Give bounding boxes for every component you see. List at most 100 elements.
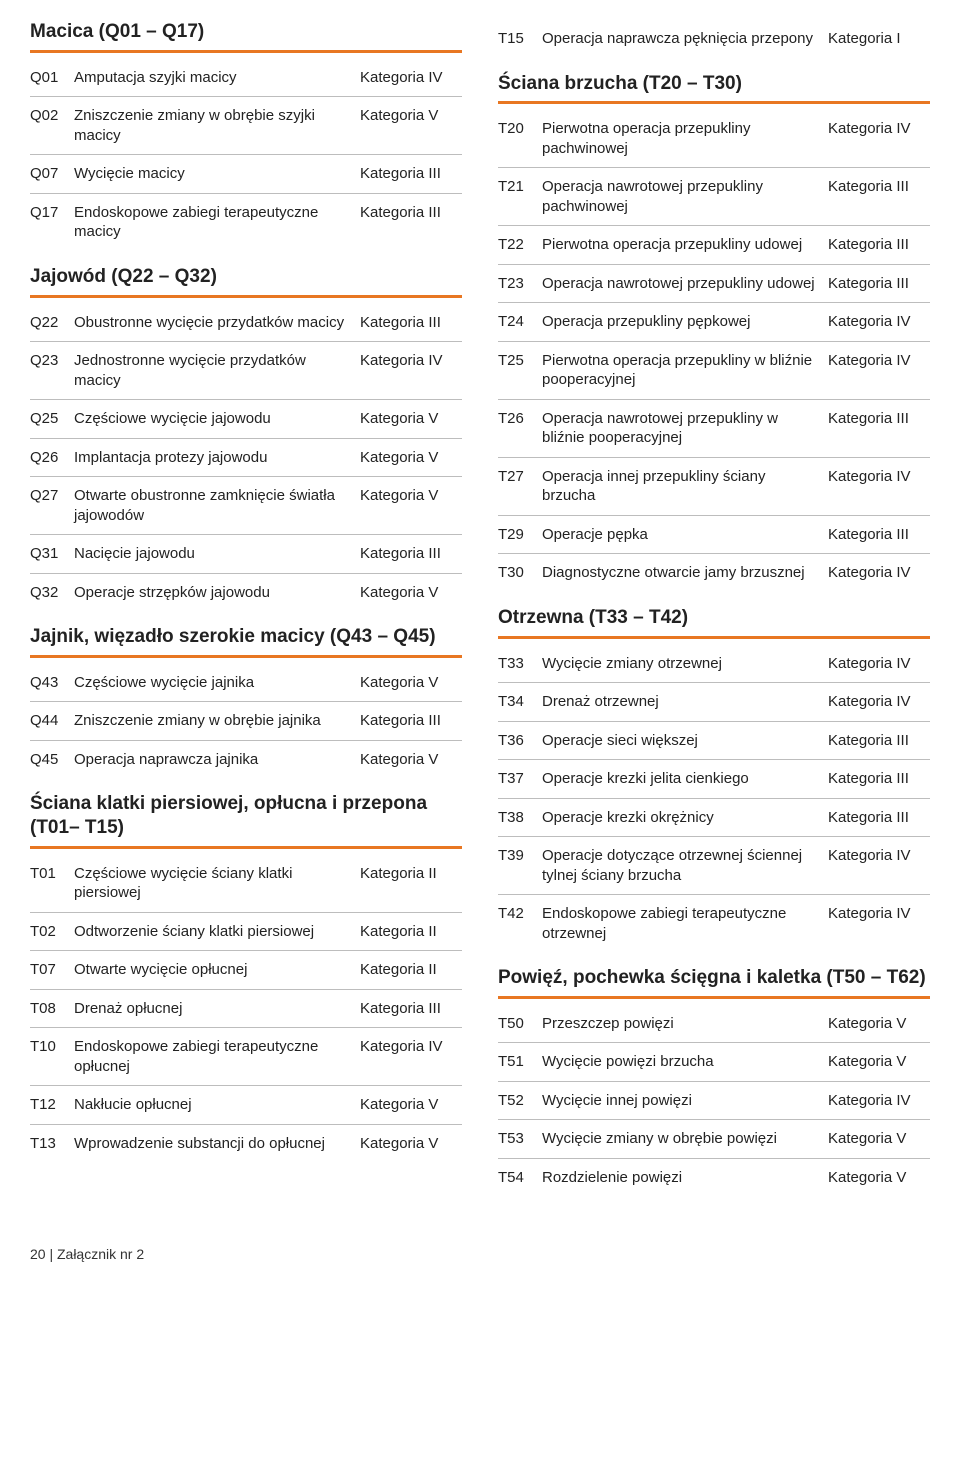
section-heading: Jajnik, więzadło szerokie macicy (Q43 – …	[30, 625, 462, 649]
procedure-description: Obustronne wycięcie przydatków macicy	[74, 313, 360, 333]
table-row: T12Nakłucie opłucnejKategoria V	[30, 1086, 462, 1125]
section-divider	[30, 50, 462, 53]
procedure-description: Operacja nawrotowej przepukliny w bliźni…	[542, 409, 828, 448]
procedure-description: Amputacja szyjki macicy	[74, 68, 360, 88]
procedure-description: Otwarte wycięcie opłucnej	[74, 960, 360, 980]
procedure-category: Kategoria IV	[828, 312, 930, 332]
section-divider	[30, 655, 462, 658]
procedure-code: T01	[30, 864, 74, 884]
procedure-category: Kategoria IV	[828, 119, 930, 139]
table-row: Q25Częściowe wycięcie jajowoduKategoria …	[30, 400, 462, 439]
table-row: Q31Nacięcie jajowoduKategoria III	[30, 535, 462, 574]
procedure-description: Odtworzenie ściany klatki piersiowej	[74, 922, 360, 942]
procedure-code: T29	[498, 525, 542, 545]
procedure-code: T37	[498, 769, 542, 789]
procedure-code: T24	[498, 312, 542, 332]
table-row: Q44Zniszczenie zmiany w obrębie jajnikaK…	[30, 702, 462, 741]
table-row: T22Pierwotna operacja przepukliny udowej…	[498, 226, 930, 265]
procedure-category: Kategoria V	[360, 409, 462, 429]
procedure-description: Pierwotna operacja przepukliny pachwinow…	[542, 119, 828, 158]
procedure-category: Kategoria III	[360, 164, 462, 184]
procedure-category: Kategoria III	[360, 711, 462, 731]
procedure-category: Kategoria III	[828, 177, 930, 197]
procedure-category: Kategoria III	[828, 274, 930, 294]
table-row: Q45Operacja naprawcza jajnikaKategoria V	[30, 741, 462, 779]
two-column-layout: Macica (Q01 – Q17) Q01Amputacja szyjki ma…	[30, 20, 930, 1196]
table-row: Q43Częściowe wycięcie jajnikaKategoria V	[30, 664, 462, 703]
table-row: T53Wycięcie zmiany w obrębie powięziKate…	[498, 1120, 930, 1159]
procedure-description: Częściowe wycięcie jajnika	[74, 673, 360, 693]
table-row: Q27Otwarte obustronne zamknięcie światła…	[30, 477, 462, 535]
section-table: T15Operacja naprawcza pęknięcia przepony…	[498, 20, 930, 58]
procedure-description: Operacje krezki okrężnicy	[542, 808, 828, 828]
procedure-category: Kategoria IV	[828, 467, 930, 487]
procedure-code: T42	[498, 904, 542, 924]
section-heading: Otrzewna (T33 – T42)	[498, 606, 930, 630]
procedure-category: Kategoria III	[828, 235, 930, 255]
procedure-code: T39	[498, 846, 542, 866]
procedure-description: Operacje pępka	[542, 525, 828, 545]
procedure-category: Kategoria IV	[828, 846, 930, 866]
right-column: T15Operacja naprawcza pęknięcia przepony…	[498, 20, 930, 1196]
procedure-code: Q32	[30, 583, 74, 603]
procedure-description: Pierwotna operacja przepukliny w bliźnie…	[542, 351, 828, 390]
procedure-category: Kategoria III	[360, 313, 462, 333]
table-row: T54Rozdzielenie powięziKategoria V	[498, 1159, 930, 1197]
table-row: T20Pierwotna operacja przepukliny pachwi…	[498, 110, 930, 168]
table-row: T01Częściowe wycięcie ściany klatki pier…	[30, 855, 462, 913]
procedure-code: Q17	[30, 203, 74, 223]
section-heading: Macica (Q01 – Q17)	[30, 20, 462, 44]
table-row: T39Operacje dotyczące otrzewnej ściennej…	[498, 837, 930, 895]
procedure-description: Przeszczep powięzi	[542, 1014, 828, 1034]
procedure-code: T54	[498, 1168, 542, 1188]
table-row: T24Operacja przepukliny pępkowejKategori…	[498, 303, 930, 342]
procedure-description: Operacja nawrotowej przepukliny pachwino…	[542, 177, 828, 216]
procedure-code: T13	[30, 1134, 74, 1154]
procedure-category: Kategoria V	[360, 486, 462, 506]
procedure-description: Otwarte obustronne zamknięcie światła ja…	[74, 486, 360, 525]
procedure-category: Kategoria V	[360, 583, 462, 603]
procedure-code: T22	[498, 235, 542, 255]
table-row: Q01Amputacja szyjki macicyKategoria IV	[30, 59, 462, 98]
procedure-code: Q07	[30, 164, 74, 184]
section-table: T20Pierwotna operacja przepukliny pachwi…	[498, 110, 930, 592]
table-row: T26Operacja nawrotowej przepukliny w bli…	[498, 400, 930, 458]
left-column: Macica (Q01 – Q17) Q01Amputacja szyjki ma…	[30, 20, 462, 1196]
procedure-description: Pierwotna operacja przepukliny udowej	[542, 235, 828, 255]
table-row: Q07Wycięcie macicyKategoria III	[30, 155, 462, 194]
procedure-code: Q31	[30, 544, 74, 564]
table-row: T42Endoskopowe zabiegi terapeutyczne otr…	[498, 895, 930, 952]
procedure-code: Q43	[30, 673, 74, 693]
table-row: T23Operacja nawrotowej przepukliny udowe…	[498, 265, 930, 304]
table-row: Q26Implantacja protezy jajowoduKategoria…	[30, 439, 462, 478]
table-row: T15Operacja naprawcza pęknięcia przepony…	[498, 20, 930, 58]
procedure-description: Endoskopowe zabiegi terapeutyczne macicy	[74, 203, 360, 242]
procedure-code: Q44	[30, 711, 74, 731]
section-table: Q43Częściowe wycięcie jajnikaKategoria V…	[30, 664, 462, 779]
procedure-category: Kategoria III	[828, 525, 930, 545]
procedure-description: Rozdzielenie powięzi	[542, 1168, 828, 1188]
procedure-description: Operacja nawrotowej przepukliny udowej	[542, 274, 828, 294]
table-row: Q17Endoskopowe zabiegi terapeutyczne mac…	[30, 194, 462, 251]
section-heading: Powięź, pochewka ścięgna i kaletka (T50 …	[498, 966, 930, 990]
procedure-code: Q45	[30, 750, 74, 770]
procedure-category: Kategoria III	[828, 769, 930, 789]
procedure-code: T38	[498, 808, 542, 828]
procedure-code: Q23	[30, 351, 74, 371]
procedure-code: T51	[498, 1052, 542, 1072]
procedure-code: T23	[498, 274, 542, 294]
table-row: T13Wprowadzenie substancji do opłucnejKa…	[30, 1125, 462, 1163]
procedure-category: Kategoria V	[360, 448, 462, 468]
table-row: T02Odtworzenie ściany klatki piersiowejK…	[30, 913, 462, 952]
table-row: Q22Obustronne wycięcie przydatków macicy…	[30, 304, 462, 343]
procedure-code: T25	[498, 351, 542, 371]
procedure-category: Kategoria III	[828, 808, 930, 828]
table-row: T25Pierwotna operacja przepukliny w bliź…	[498, 342, 930, 400]
procedure-description: Drenaż opłucnej	[74, 999, 360, 1019]
procedure-code: T27	[498, 467, 542, 487]
procedure-category: Kategoria V	[828, 1014, 930, 1034]
section-heading: Jajowód (Q22 – Q32)	[30, 265, 462, 289]
procedure-category: Kategoria V	[360, 750, 462, 770]
procedure-category: Kategoria V	[828, 1168, 930, 1188]
procedure-code: Q22	[30, 313, 74, 333]
